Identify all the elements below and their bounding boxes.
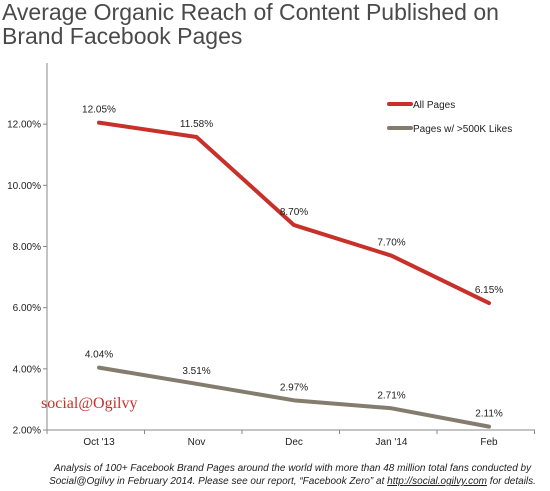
series-line-2 [97,365,491,429]
y-tick-label: 10.00% [7,181,41,192]
data-label: 2.11% [475,409,503,420]
brand-logo-text: social@Ogilvy [41,395,138,412]
footnote-text-end: for details. [487,476,536,487]
data-label: 6.15% [475,285,503,296]
data-label: 11.58% [180,119,213,130]
x-tick-label: Jan '14 [376,437,408,448]
data-label: 12.05% [82,105,116,116]
x-tick-label: Feb [480,437,498,448]
data-label: 3.51% [182,366,210,377]
y-tick-label: 6.00% [13,303,41,314]
y-tick-label: 8.00% [13,242,41,253]
data-labels: 12.05% 11.58% 8.70% 7.70% 6.15% 4.04% 3.51% 2.9… [82,105,503,420]
y-tick-label: 12.00% [7,120,41,131]
data-label: 2.71% [377,390,405,401]
y-tick-label: 4.00% [13,364,41,375]
footnote: Analysis of 100+ Facebook Brand Pages ar… [40,462,545,488]
legend: All Pages Pages w/ >500K Likes [387,100,512,135]
chart-axes: 2.00% 4.00% 6.00% 8.00% 10.00% 12.00% Oct '13 N… [7,63,535,448]
data-label: 4.04% [85,350,113,361]
data-label: 7.70% [377,238,405,249]
x-tick-label: Oct '13 [83,437,115,448]
footnote-text-start: Analysis of 100+ Facebook Brand Pages ar… [49,463,532,487]
y-tick-label: 2.00% [13,426,41,437]
footnote-link[interactable]: http://social.ogilvy.com [387,476,488,487]
chart-title: Average Organic Reach of Content Publish… [2,0,499,49]
data-label: 8.70% [280,207,308,218]
data-label: 2.97% [280,382,308,393]
x-tick-label: Dec [285,437,303,448]
legend-label-1: All Pages [413,100,455,111]
series-lines [97,120,491,429]
legend-label-2: Pages w/ >500K Likes [413,124,512,135]
x-tick-label: Nov [188,437,206,448]
